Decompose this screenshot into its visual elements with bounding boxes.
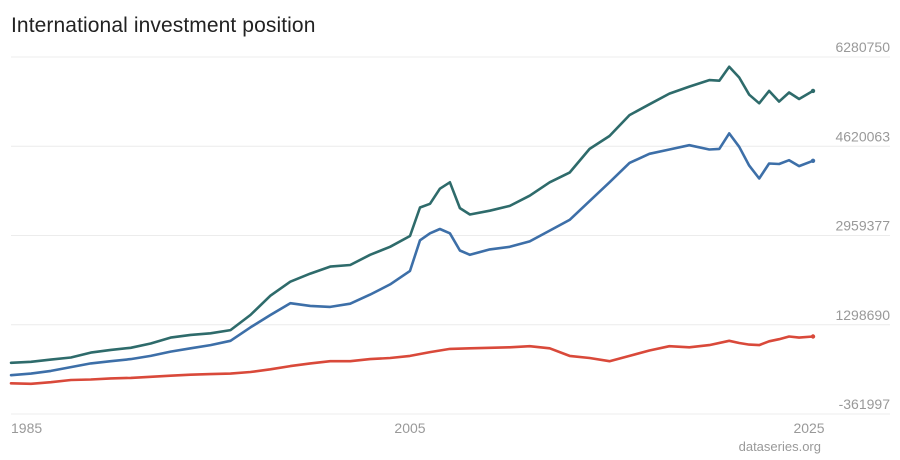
series-end-point-1 <box>810 88 816 94</box>
series-line-1 <box>9 65 815 365</box>
y-tick-label: 1298690 <box>835 307 890 323</box>
series-end-point-3 <box>810 334 816 339</box>
y-tick-label: -361997 <box>839 396 891 412</box>
series-end-point-2 <box>810 158 816 163</box>
chart-title: International investment position <box>11 14 316 37</box>
source-credit: dataseries.org <box>738 439 821 454</box>
x-tick-label: 2025 <box>793 420 824 436</box>
x-tick-label: 2005 <box>394 420 425 436</box>
y-axis-ticks: 6280750 4620063 2959377 1298690 -361997 <box>835 39 890 412</box>
series-lines <box>9 65 816 386</box>
y-tick-label: 6280750 <box>835 39 890 55</box>
series-line-2 <box>9 132 815 377</box>
x-axis-ticks: 1985 2005 2025 <box>11 420 825 436</box>
x-tick-label: 1985 <box>11 420 42 436</box>
series-line-3 <box>9 335 815 386</box>
y-tick-label: 4620063 <box>835 128 890 144</box>
y-tick-label: 2959377 <box>835 217 890 233</box>
